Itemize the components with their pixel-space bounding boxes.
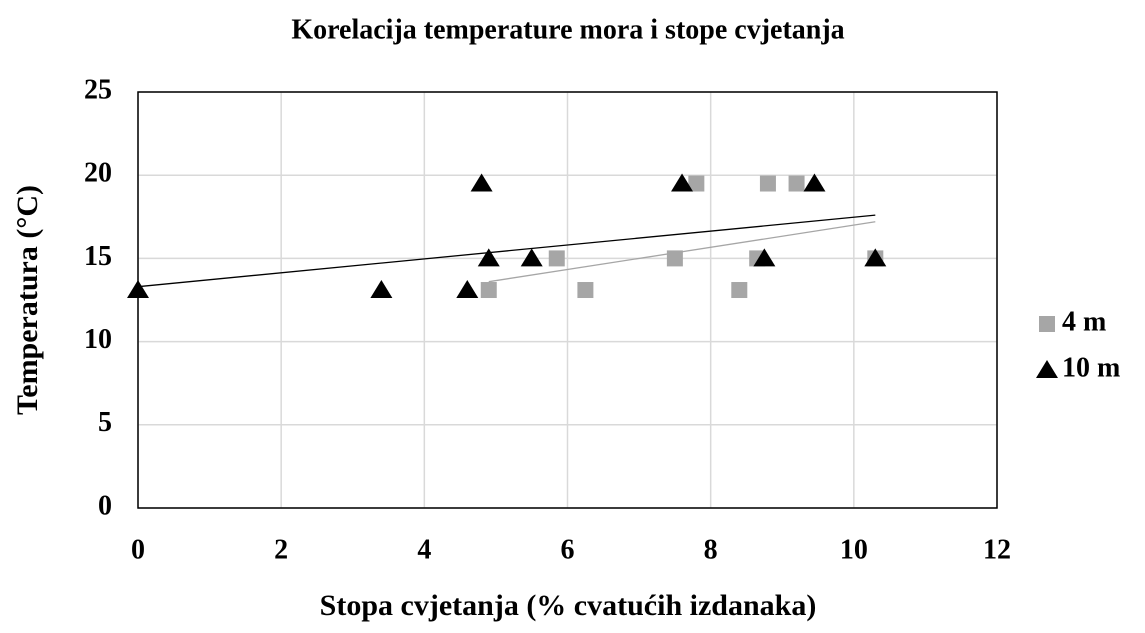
point xyxy=(477,248,500,267)
legend-label: 4 m xyxy=(1062,306,1106,337)
point xyxy=(788,175,805,192)
y-tick-label: 10 xyxy=(84,324,112,355)
point xyxy=(548,250,565,267)
y-tick-label: 5 xyxy=(98,407,112,438)
point xyxy=(759,175,776,192)
y-axis-label: Temperatura (°C) xyxy=(11,185,44,415)
legend-marker xyxy=(1036,360,1058,378)
point xyxy=(688,175,705,192)
point xyxy=(370,280,393,299)
point xyxy=(480,282,497,299)
point xyxy=(803,173,826,192)
plot-border xyxy=(137,91,998,509)
y-tick-label: 0 xyxy=(98,490,112,521)
x-tick-label: 0 xyxy=(131,534,145,565)
y-tick-label: 20 xyxy=(84,158,112,189)
legend-marker xyxy=(1039,316,1055,332)
x-axis-label: Stopa cvjetanja (% cvatućih izdanaka) xyxy=(320,589,817,622)
point xyxy=(731,282,748,299)
y-tick-label: 25 xyxy=(84,74,112,105)
x-tick-label: 6 xyxy=(561,534,575,565)
point xyxy=(456,280,479,299)
y-tick-label: 15 xyxy=(84,241,112,272)
legend-label: 10 m xyxy=(1062,352,1120,383)
x-tick-label: 12 xyxy=(983,534,1011,565)
chart-title: Korelacija temperature mora i stope cvje… xyxy=(291,14,844,45)
point xyxy=(666,250,683,267)
x-tick-label: 2 xyxy=(274,534,288,565)
point xyxy=(753,248,776,267)
x-tick-label: 8 xyxy=(704,534,718,565)
point xyxy=(671,173,694,192)
point xyxy=(577,282,594,299)
point xyxy=(127,280,149,299)
point xyxy=(470,173,493,192)
point xyxy=(520,248,543,267)
point xyxy=(864,248,887,267)
x-tick-label: 10 xyxy=(840,534,868,565)
trendline xyxy=(137,214,876,288)
x-tick-label: 4 xyxy=(417,534,431,565)
